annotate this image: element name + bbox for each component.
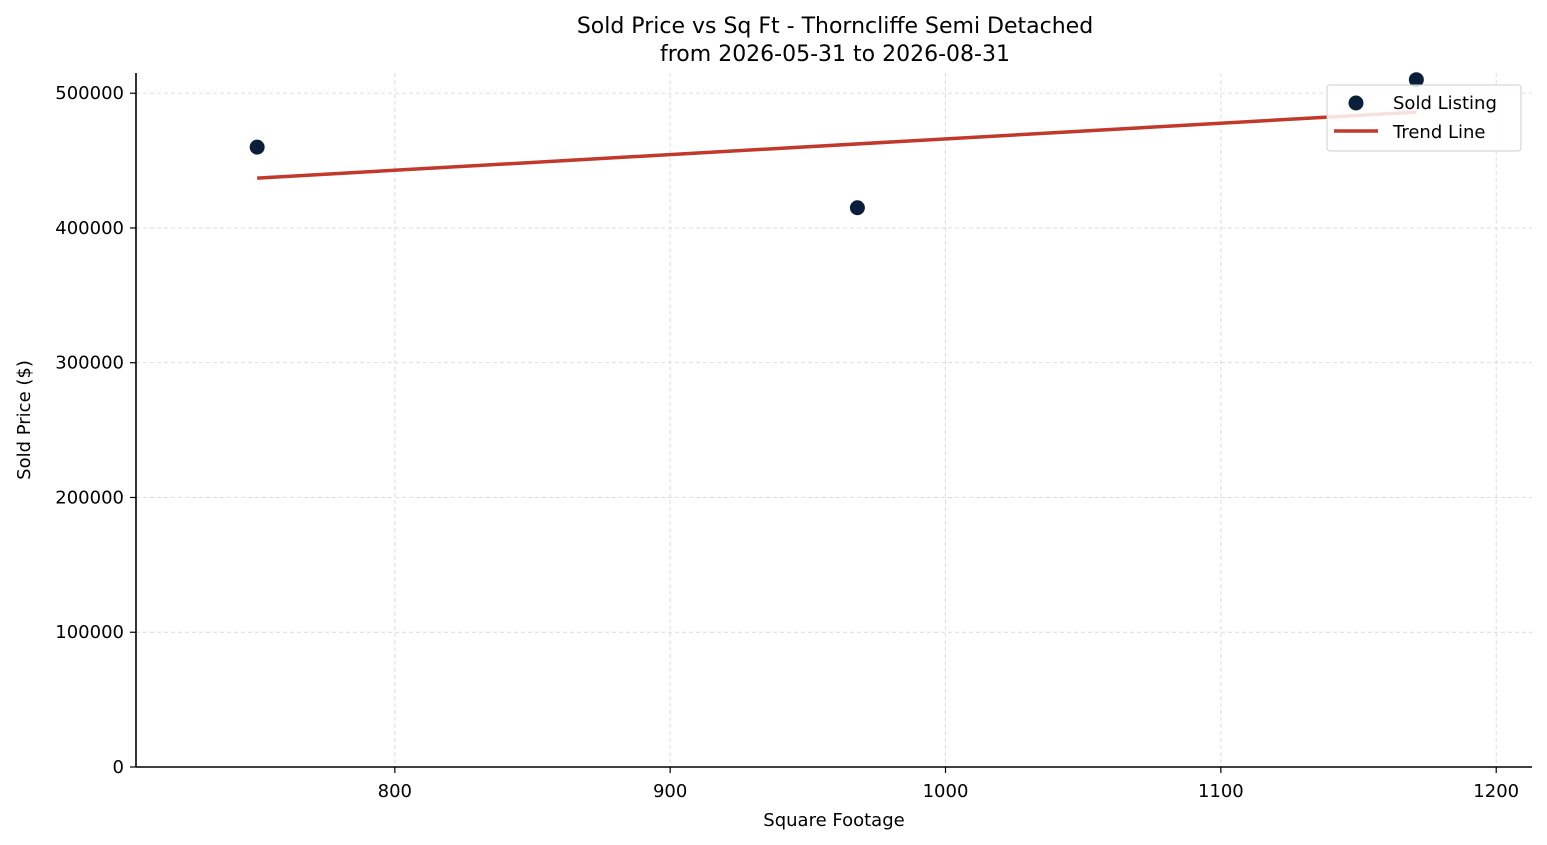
legend-box — [1326, 84, 1522, 152]
x-tick-label: 900 — [653, 781, 687, 802]
scatter-point — [249, 139, 265, 155]
legend-label-sold-listing: Sold Listing — [1393, 93, 1497, 114]
y-tick-label: 0 — [113, 757, 124, 778]
legend-label-trend-line: Trend Line — [1392, 122, 1486, 143]
trend-line-layer — [257, 110, 1417, 180]
grid-lines — [136, 73, 1532, 767]
y-axis-label: Sold Price ($) — [14, 360, 35, 480]
y-ticks: 0 100000 200000 300000 400000 500000 — [55, 83, 136, 778]
scatter-point — [849, 200, 865, 216]
legend-marker-sold-listing — [1348, 95, 1364, 111]
x-tick-label: 1100 — [1198, 781, 1244, 802]
y-tick-label: 400000 — [55, 218, 124, 239]
y-tick-label: 500000 — [55, 83, 124, 104]
y-tick-label: 300000 — [55, 353, 124, 374]
chart-subtitle: from 2026-05-31 to 2026-08-31 — [660, 42, 1010, 67]
x-ticks: 800 900 1000 1100 1200 — [378, 767, 1519, 802]
y-tick-label: 100000 — [55, 622, 124, 643]
scatter-points-layer — [249, 72, 1424, 216]
x-axis-label: Square Footage — [763, 810, 904, 831]
trend-line — [257, 110, 1417, 180]
x-tick-label: 1000 — [923, 781, 969, 802]
legend: Sold Listing Trend Line — [1326, 84, 1522, 152]
scatter-point — [1408, 72, 1424, 88]
chart-title: Sold Price vs Sq Ft - Thorncliffe Semi D… — [577, 14, 1093, 39]
y-tick-label: 200000 — [55, 487, 124, 508]
x-tick-label: 1200 — [1473, 781, 1519, 802]
x-tick-label: 800 — [378, 781, 412, 802]
